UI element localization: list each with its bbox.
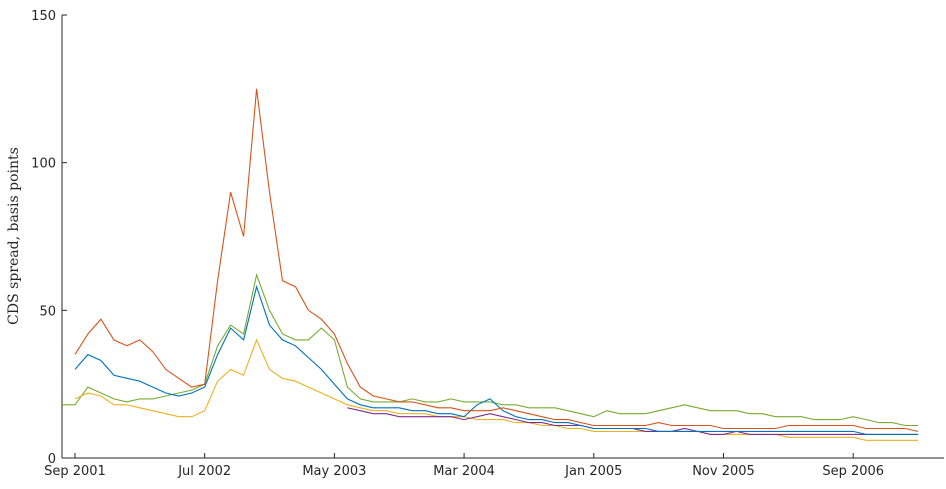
x-tick-label: Jan 2005 — [564, 464, 622, 479]
x-tick-label: Jul 2002 — [177, 464, 231, 479]
y-tick-label: 100 — [31, 157, 56, 172]
series-line — [62, 272, 919, 427]
x-tick-label: Sep 2001 — [44, 464, 106, 479]
series-line — [74, 284, 919, 435]
y-tick-label: 150 — [31, 9, 56, 24]
x-tick-label: Nov 2005 — [692, 464, 755, 479]
x-tick-label: Sep 2006 — [822, 464, 884, 479]
y-tick-label: 0 — [48, 452, 56, 467]
y-tick-label: 50 — [39, 304, 56, 319]
x-tick-label: Mar 2004 — [433, 464, 495, 479]
x-tick-label: May 2003 — [302, 464, 366, 479]
series-line — [74, 88, 919, 432]
y-axis-label: CDS spread, basis points — [6, 147, 22, 325]
series-line — [347, 407, 919, 435]
